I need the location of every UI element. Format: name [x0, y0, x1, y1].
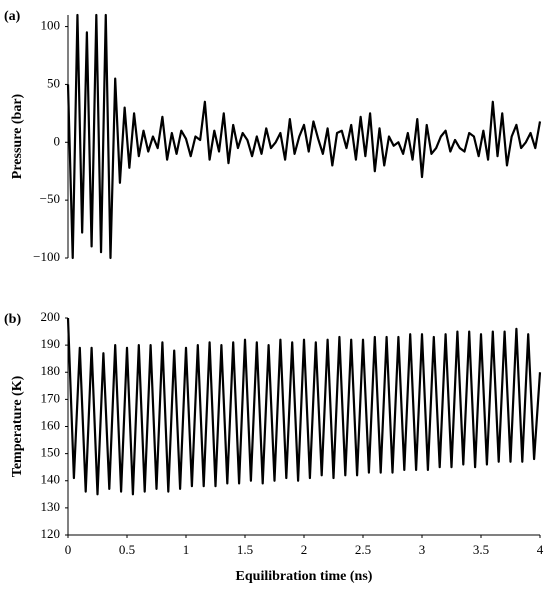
panel-label: (b) [4, 312, 21, 327]
data-line [66, 317, 542, 496]
y-tick-label: 200 [41, 309, 61, 324]
y-tick-label: 190 [41, 336, 61, 351]
x-tick-label: 1 [183, 542, 190, 557]
y-tick-label: 160 [41, 417, 61, 432]
x-tick-label: 2.5 [355, 542, 371, 557]
y-tick-label: −100 [33, 249, 60, 264]
y-tick-label: 0 [54, 133, 61, 148]
y-tick-label: 150 [41, 445, 61, 460]
y-tick-label: 170 [41, 390, 61, 405]
x-tick-label: 4 [537, 542, 544, 557]
y-tick-label: 120 [41, 526, 61, 541]
y-tick-label: 50 [47, 75, 60, 90]
x-tick-label: 2 [301, 542, 308, 557]
x-tick-label: 0.5 [119, 542, 135, 557]
y-tick-label: 100 [41, 18, 61, 33]
panel-label: (a) [4, 9, 21, 24]
y-tick-label: 130 [41, 499, 61, 514]
x-tick-label: 3.5 [473, 542, 489, 557]
x-tick-label: 0 [65, 542, 72, 557]
data-line [66, 13, 542, 260]
y-tick-label: −50 [40, 191, 60, 206]
y-axis-label: Temperature (K) [10, 375, 25, 477]
x-tick-label: 3 [419, 542, 426, 557]
y-axis-label: Pressure (bar) [10, 93, 25, 179]
x-tick-label: 1.5 [237, 542, 253, 557]
y-tick-label: 180 [41, 363, 61, 378]
x-axis-label: Equilibration time (ns) [236, 569, 373, 584]
y-tick-label: 140 [41, 472, 61, 487]
